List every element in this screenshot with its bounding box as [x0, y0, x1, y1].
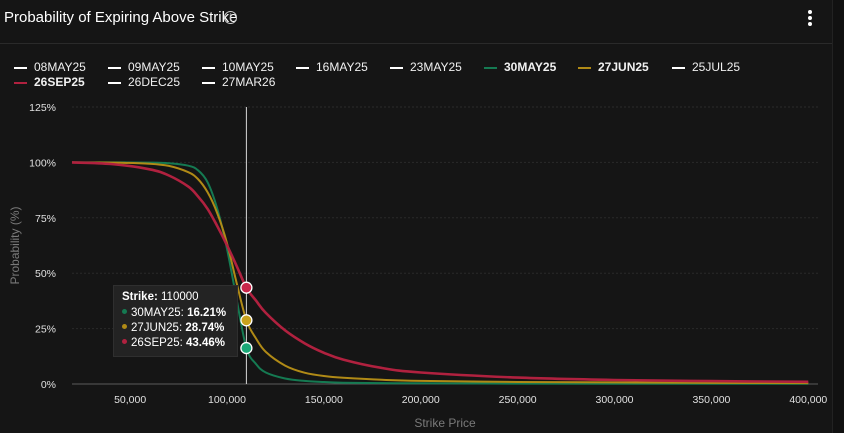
tooltip-row-label: 30MAY25:	[131, 307, 184, 319]
tooltip-strike-value: 110000	[161, 291, 199, 303]
legend-swatch	[202, 82, 215, 84]
x-tick-label: 350,000	[692, 394, 730, 406]
legend-label: 10MAY25	[222, 60, 274, 74]
series-line-30may25	[71, 161, 809, 385]
tooltip-row-value: 28.74%	[185, 322, 225, 334]
legend-label: 16MAY25	[316, 60, 368, 74]
series-line-27jun25	[71, 161, 809, 385]
x-tick-label: 150,000	[305, 394, 343, 406]
tooltip-row-value: 16.21%	[187, 307, 227, 319]
cursor-marker-30may25	[240, 341, 253, 355]
legend-label: 27JUN25	[598, 60, 649, 74]
legend-swatch	[202, 67, 215, 69]
y-tick-label: 25%	[35, 324, 56, 336]
y-tick-label: 50%	[35, 268, 56, 280]
tooltip-dot	[122, 324, 127, 330]
x-tick-label: 400,000	[789, 394, 827, 406]
legend-label: 08MAY25	[34, 60, 86, 74]
legend-swatch	[390, 67, 403, 69]
legend-label: 30MAY25	[504, 60, 557, 74]
x-tick-label: 100,000	[208, 394, 246, 406]
x-tick-label: 200,000	[402, 394, 440, 406]
tooltip-row: 26SEP25: 43.46%	[122, 337, 225, 349]
cursor-marker-27jun25	[240, 314, 253, 327]
chart-tooltip: Strike: 110000 30MAY25: 16.21% 27JUN25: …	[113, 285, 238, 357]
chart-title: Probability of Expiring Above Strike	[4, 9, 238, 26]
x-axis-label: Strike Price	[414, 416, 476, 430]
tooltip-dot	[122, 339, 127, 345]
info-icon[interactable]: i	[224, 11, 237, 24]
y-tick-label: 100%	[29, 157, 56, 169]
tooltip-row: 27JUN25: 28.74%	[122, 322, 224, 334]
tooltip-row: 30MAY25: 16.21%	[122, 307, 226, 319]
tooltip-dot	[122, 309, 127, 315]
legend-swatch	[108, 82, 121, 84]
tooltip-row-value: 43.46%	[186, 337, 226, 349]
tooltip-row-label: 26SEP25:	[131, 337, 183, 349]
tooltip-row-label: 27JUN25:	[131, 322, 183, 334]
legend-label: 26DEC25	[128, 75, 181, 89]
series-line-26sep25	[71, 161, 809, 384]
legend-swatch	[672, 67, 685, 69]
tooltip-strike-label: Strike:	[122, 291, 158, 303]
legend-swatch	[296, 67, 309, 69]
x-tick-label: 250,000	[499, 394, 537, 406]
legend-label: 26SEP25	[34, 75, 85, 89]
legend-swatch	[108, 67, 121, 69]
legend-label: 27MAR26	[222, 75, 276, 89]
chart-header: Probability of Expiring Above Strike i	[0, 0, 832, 40]
y-axis-label: Probability (%)	[8, 206, 22, 284]
x-tick-label: 50,000	[114, 394, 146, 406]
cursor-marker-26sep25	[240, 281, 253, 294]
y-tick-label: 0%	[41, 379, 56, 391]
legend-label: 23MAY25	[410, 60, 462, 74]
scrollbar[interactable]	[832, 0, 844, 433]
legend-label: 25JUL25	[692, 60, 741, 74]
legend-swatch	[14, 67, 27, 69]
legend-label: 09MAY25	[128, 60, 180, 74]
y-tick-label: 75%	[35, 213, 56, 225]
more-vertical-icon[interactable]	[800, 8, 820, 28]
tooltip-strike-row: Strike: 110000	[122, 291, 199, 303]
legend-swatch	[14, 82, 27, 84]
x-tick-label: 300,000	[596, 394, 634, 406]
header-divider	[0, 43, 832, 44]
y-tick-label: 125%	[29, 102, 56, 114]
legend-swatch	[578, 67, 591, 69]
legend-swatch	[484, 67, 497, 69]
